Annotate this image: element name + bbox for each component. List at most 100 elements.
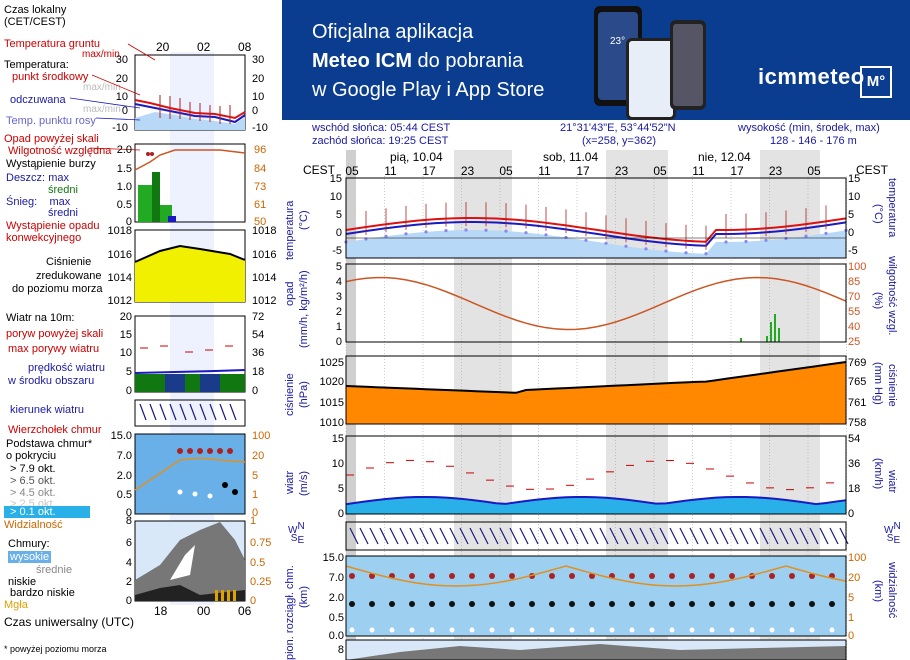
wind-arrow: [589, 527, 599, 545]
legend-utc-06: 06: [238, 604, 252, 618]
legend-pressure1: Ciśnienie: [46, 256, 92, 268]
legend-cloud-base2: o pokryciu: [6, 450, 57, 462]
wind-arrow: [649, 527, 659, 545]
pres-tick: 1010: [319, 417, 344, 429]
legend-cloud-low: niskie: [8, 576, 37, 588]
wind-tick: 15: [331, 433, 344, 445]
temp-panel: [345, 177, 847, 259]
legend-clouds-chart: [134, 520, 246, 602]
legend-pres-tick-r: 1014: [252, 272, 277, 284]
legend-wind-tick-r: 18: [252, 366, 265, 378]
app-ad-banner[interactable]: Oficjalna aplikacja Meteo ICM do pobrani…: [282, 0, 910, 120]
legend-cb-tick-r: 5: [252, 470, 259, 482]
winddir-panel: [345, 521, 847, 551]
legend-cb-tick: 15.0: [110, 430, 132, 442]
legend-dew: Temp. punktu rosy: [6, 115, 96, 127]
temp-tick-r: 10: [848, 191, 861, 203]
compass-icon-left: W⁠N SE: [288, 521, 305, 546]
wind-arrow: [559, 527, 569, 545]
wind-arrow: [769, 527, 779, 545]
wind-arrow: [749, 527, 759, 545]
low-cloud-dot: [749, 627, 755, 633]
hour-label: 05: [345, 164, 359, 178]
low-cloud-dot: [829, 627, 835, 633]
pres-tick: 1015: [319, 397, 344, 409]
pres-tick-r: 765: [848, 376, 867, 388]
legend-vis-tick: 2: [125, 576, 132, 588]
dew-point: [504, 229, 508, 233]
cloud-top-dot: [369, 573, 375, 579]
low-cloud-dot: [729, 627, 735, 633]
wind-tick-r: 36: [848, 458, 861, 470]
wind-tick: 5: [337, 483, 344, 495]
hour-label: 05: [499, 164, 513, 178]
legend-prec-tick: 0.5: [116, 199, 132, 211]
dew-point: [764, 238, 768, 242]
cloud-top-dot: [669, 573, 675, 579]
wind-axis-label-r: wiatr: [886, 470, 898, 494]
dew-point: [824, 231, 828, 235]
low-cloud-dot: [769, 627, 775, 633]
cb-tick: 0.5: [328, 612, 344, 624]
wind-arrow: [759, 527, 769, 545]
cloud-base-dot: [589, 601, 595, 607]
wind-arrow: [489, 527, 499, 545]
cloud-base-dot: [809, 601, 815, 607]
cloud-base-dot: [469, 601, 475, 607]
pres-unit-label-r: (mm Hg): [872, 362, 884, 405]
low-cloud-dot: [449, 627, 455, 633]
dew-point: [644, 247, 648, 251]
low-cloud-dot: [569, 627, 575, 633]
legend-pressure-chart: [134, 229, 246, 303]
wind-arrow: [639, 527, 649, 545]
low-cloud-dot: [509, 627, 515, 633]
wind-arrow: [839, 527, 849, 545]
low-cloud-dot: [349, 627, 355, 633]
cloud-unit-label: (km): [298, 586, 310, 608]
cloud-top-dot: [509, 573, 515, 579]
cb-tick: 2.0: [328, 592, 344, 604]
legend-wind-dir-chart: [134, 399, 246, 427]
legend-vis-tick-r: 0.25: [250, 576, 272, 588]
cloud-top-dot: [649, 573, 655, 579]
dew-point: [744, 239, 748, 244]
hum-tick: 55: [848, 306, 861, 318]
legend-fog: Mgła: [4, 599, 28, 611]
hum-tick: 40: [848, 321, 861, 333]
wind-arrow: [569, 527, 579, 545]
cloud-top-dot: [429, 573, 435, 579]
dew-point: [484, 228, 488, 232]
legend-cb-tick: 2.0: [116, 470, 132, 482]
wind-arrow: [829, 527, 839, 545]
legend-wind-tick: 0: [125, 385, 132, 397]
hour-label: 05: [653, 164, 667, 178]
legend-temp-tick: 30: [115, 54, 128, 66]
wind-arrow: [449, 527, 459, 545]
prec-tick: 3: [335, 291, 342, 303]
legend-hum-tick: 50: [254, 216, 267, 228]
cloud-top-dot: [569, 573, 575, 579]
temp-tick: -5: [332, 245, 342, 257]
temp-unit-label-r: (°C): [872, 204, 884, 224]
compass-icon-right: W⁠N SE: [884, 521, 901, 546]
temp-tick-r: 15: [848, 173, 861, 185]
legend-cloud-top: Wierzchołek chmur: [8, 424, 102, 436]
wind-arrow: [799, 527, 809, 545]
legend-wind-tick-r: 72: [252, 311, 265, 323]
legend-prec-tick: 1.0: [116, 181, 132, 193]
wind-axis-label: wiatr: [284, 470, 296, 494]
cloud-base-dot: [369, 601, 375, 607]
felt-temp-area: [346, 230, 846, 258]
wind-arrow: [399, 527, 409, 545]
icmmeteo-logo: icmmeteo: [758, 64, 865, 89]
wind-arrow: [679, 527, 689, 545]
day-label-fri: pią, 10.04: [390, 150, 443, 164]
low-cloud-dot: [669, 627, 675, 633]
cloud-top-dot: [349, 573, 355, 579]
cloud-top-dot: [449, 573, 455, 579]
legend-okt-2: > 4.5 okt.: [10, 487, 56, 499]
pressure-area: [346, 362, 846, 424]
prec-unit-label: (mm/h, kg/m²/h): [298, 270, 310, 348]
legend-vis-tick-r: 1: [250, 515, 257, 527]
hour-label: 23: [460, 164, 475, 178]
